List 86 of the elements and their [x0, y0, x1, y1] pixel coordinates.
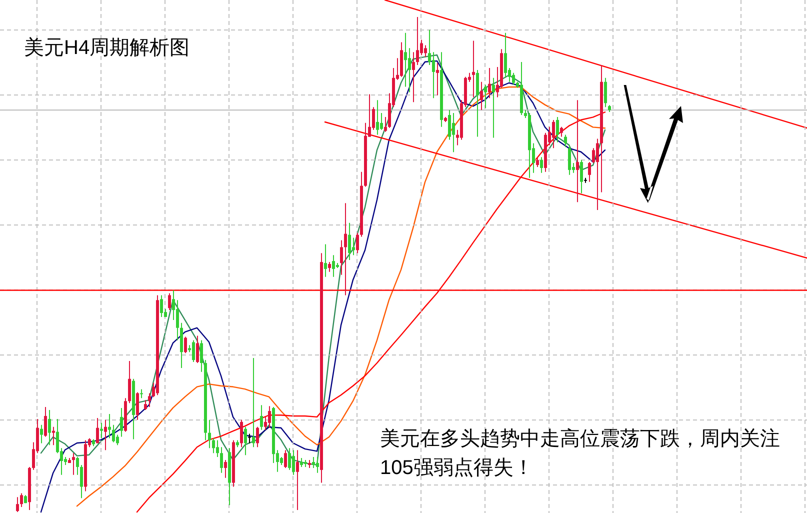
candlestick — [540, 156, 543, 174]
candlestick — [224, 460, 227, 478]
candlestick — [448, 110, 451, 140]
candlestick — [48, 410, 51, 446]
candlestick — [40, 424, 43, 444]
candlestick — [384, 116, 387, 132]
candlestick — [596, 138, 599, 211]
candlestick — [568, 144, 571, 176]
candlestick — [316, 456, 319, 474]
candlestick — [80, 464, 83, 499]
candlestick — [328, 262, 331, 272]
annotation: 美元在多头趋势中走高位震荡下跌，周内关注105强弱点得失！ — [380, 427, 780, 479]
candlestick — [100, 422, 103, 439]
candlestick — [408, 48, 411, 93]
candlestick — [268, 406, 271, 428]
candlestick — [136, 392, 139, 420]
candlestick — [200, 340, 203, 372]
candlestick — [492, 77, 495, 138]
candlestick — [148, 392, 151, 408]
candlestick — [296, 450, 299, 511]
candlestick — [580, 160, 583, 194]
candlestick — [576, 100, 579, 203]
candlestick — [560, 126, 563, 138]
candlestick — [44, 406, 47, 438]
candlestick — [248, 433, 251, 444]
candlestick — [352, 237, 355, 256]
candlestick — [412, 52, 415, 103]
candlestick — [220, 446, 223, 474]
candlestick — [436, 62, 439, 96]
candlestick — [108, 413, 111, 439]
candlestick — [404, 32, 407, 88]
candlestick — [104, 419, 107, 451]
candlestick — [116, 434, 119, 446]
candlestick — [344, 202, 347, 296]
candlestick — [348, 222, 351, 261]
candlestick — [244, 426, 247, 456]
candlestick — [324, 244, 327, 278]
candlestick — [96, 417, 99, 444]
text: 美元H4周期解析图 — [24, 36, 190, 59]
candlestick — [168, 292, 171, 311]
candlestick — [376, 100, 379, 136]
candlestick — [416, 16, 419, 66]
candlestick — [288, 448, 291, 470]
candlestick — [340, 240, 343, 276]
candlestick — [120, 408, 123, 438]
candlestick — [252, 358, 255, 448]
candlestick — [20, 492, 23, 508]
candlestick — [216, 440, 219, 458]
candlestick — [196, 335, 199, 364]
candlestick — [128, 360, 131, 404]
candlestick — [192, 340, 195, 363]
candlestick — [256, 426, 259, 448]
candlestick — [332, 254, 335, 278]
candlestick — [52, 426, 55, 446]
candlestick — [512, 72, 515, 86]
candlestick — [16, 496, 19, 512]
candlestick — [356, 232, 359, 254]
candlestick — [432, 52, 435, 99]
candlestick — [284, 450, 287, 468]
candlestick — [160, 294, 163, 318]
candlestick — [176, 300, 179, 341]
candlestick — [604, 77, 607, 108]
candlestick — [484, 84, 487, 109]
candlestick — [292, 450, 295, 476]
candlestick — [208, 419, 211, 449]
candlestick — [452, 112, 455, 153]
candlestick — [476, 69, 479, 138]
candlestick — [424, 44, 427, 58]
candlestick — [480, 81, 483, 111]
candlestick — [76, 456, 79, 476]
candlestick — [556, 116, 559, 143]
candlestick — [488, 67, 491, 99]
candlestick — [472, 40, 475, 98]
candlestick — [552, 119, 555, 149]
candlestick — [144, 400, 147, 411]
candlestick — [72, 452, 75, 476]
candlestick — [564, 134, 567, 148]
candlestick — [184, 336, 187, 354]
candlestick — [312, 456, 315, 468]
candlestick — [112, 424, 115, 443]
candlestick — [240, 419, 243, 448]
candlestick — [212, 438, 215, 454]
candlestick — [588, 162, 591, 182]
candlestick — [260, 404, 263, 430]
candlestick — [380, 112, 383, 130]
candlestick — [504, 32, 507, 78]
